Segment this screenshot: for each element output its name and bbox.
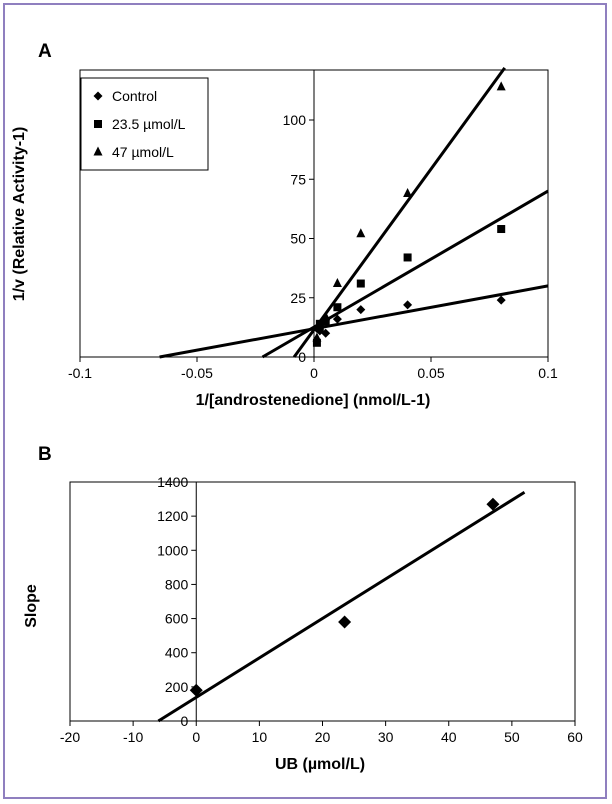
data-point — [486, 497, 500, 511]
data-point — [496, 295, 506, 305]
data-point — [497, 225, 506, 234]
x-tick-label-b: 20 — [315, 729, 331, 745]
y-tick-label-b: 400 — [165, 645, 189, 661]
legend-marker — [94, 120, 102, 128]
x-tick-label-a: 0 — [310, 365, 318, 381]
data-point — [321, 311, 331, 321]
panel-label-b: B — [38, 444, 52, 465]
y-tick-label-b: 1000 — [157, 542, 188, 558]
data-point — [312, 332, 322, 342]
fit-line — [292, 66, 506, 358]
data-point — [332, 278, 342, 288]
y-tick-label-a: 0 — [298, 349, 306, 365]
legend-label: 23.5 µmol/L — [112, 116, 186, 132]
fit-lines-b — [157, 490, 526, 723]
legend-a: Control 23.5 µmol/L 47 µmol/L — [80, 77, 209, 171]
x-tick-label-b: 40 — [441, 729, 457, 745]
data-point — [403, 187, 413, 197]
legend-marker — [93, 91, 103, 101]
data-point — [189, 683, 203, 697]
data-point — [403, 300, 413, 310]
x-axis-title-b: UB (µmol/L) — [275, 756, 365, 773]
x-tick-label-b: -10 — [123, 729, 143, 745]
y-axis-title-b: Slope — [23, 584, 40, 628]
x-tick-label-b: -20 — [60, 729, 80, 745]
x-tick-label-b: 0 — [192, 729, 200, 745]
data-point — [321, 328, 331, 338]
legend-marker — [93, 146, 103, 156]
data-points-a — [312, 81, 506, 347]
fit-line — [261, 189, 549, 359]
axes-a: 0 25 50 75 100 -0.1 -0.05 0 0.05 0.1 — [68, 70, 558, 381]
x-axis-title-a: 1/[androstenedione] (nmol/L-1) — [196, 392, 431, 409]
fit-line — [159, 284, 549, 359]
data-point — [403, 253, 412, 262]
axes-b: 0 200 400 600 800 1000 1200 1400 -20 -10 0 10 20 30 40… — [60, 474, 583, 745]
legend-label: Control — [112, 88, 157, 104]
data-point — [312, 338, 321, 347]
data-point — [356, 279, 365, 288]
y-tick-label-b: 0 — [180, 713, 188, 729]
y-tick-label-b: 200 — [165, 679, 189, 695]
x-tick-label-a: 0.1 — [538, 365, 558, 381]
y-tick-label-b: 1200 — [157, 508, 188, 524]
x-tick-label-b: 60 — [567, 729, 583, 745]
panel-b: B 0 200 400 600 800 1000 1200 1400 -20 -10 0 10 20 30… — [23, 444, 583, 773]
x-tick-label-a: -0.05 — [181, 365, 213, 381]
fit-lines-a — [159, 66, 549, 359]
data-point — [356, 228, 366, 238]
data-point — [321, 317, 330, 326]
x-tick-label-b: 10 — [252, 729, 268, 745]
panel-label-a: A — [38, 41, 52, 62]
y-tick-label-b: 800 — [165, 576, 189, 592]
x-tick-label-b: 30 — [378, 729, 394, 745]
y-tick-label-a: 100 — [283, 112, 307, 128]
data-point — [315, 320, 325, 330]
panel-a: A 0 25 50 75 100 -0.1 -0.05 0 0.05 0.1 Control 23.… — [11, 41, 558, 409]
data-point — [338, 615, 352, 629]
plot-area-b — [69, 481, 576, 722]
fit-line — [157, 490, 526, 723]
data-point — [333, 303, 342, 312]
x-tick-label-a: -0.1 — [68, 365, 92, 381]
data-point — [356, 305, 366, 315]
data-point — [496, 81, 506, 91]
y-tick-label-a: 50 — [290, 231, 306, 247]
y-tick-label-a: 25 — [290, 290, 306, 306]
legend-label: 47 µmol/L — [112, 144, 174, 160]
y-tick-label-b: 600 — [165, 611, 189, 627]
data-points-b — [189, 497, 500, 697]
y-tick-label-b: 1400 — [157, 474, 188, 490]
y-tick-label-a: 75 — [290, 171, 306, 187]
data-point — [332, 314, 342, 324]
x-tick-label-a: 0.05 — [417, 365, 444, 381]
x-tick-label-b: 50 — [504, 729, 520, 745]
legend-box — [80, 77, 209, 171]
y-axis-title-a: 1/v (Relative Activity-1) — [11, 127, 28, 302]
